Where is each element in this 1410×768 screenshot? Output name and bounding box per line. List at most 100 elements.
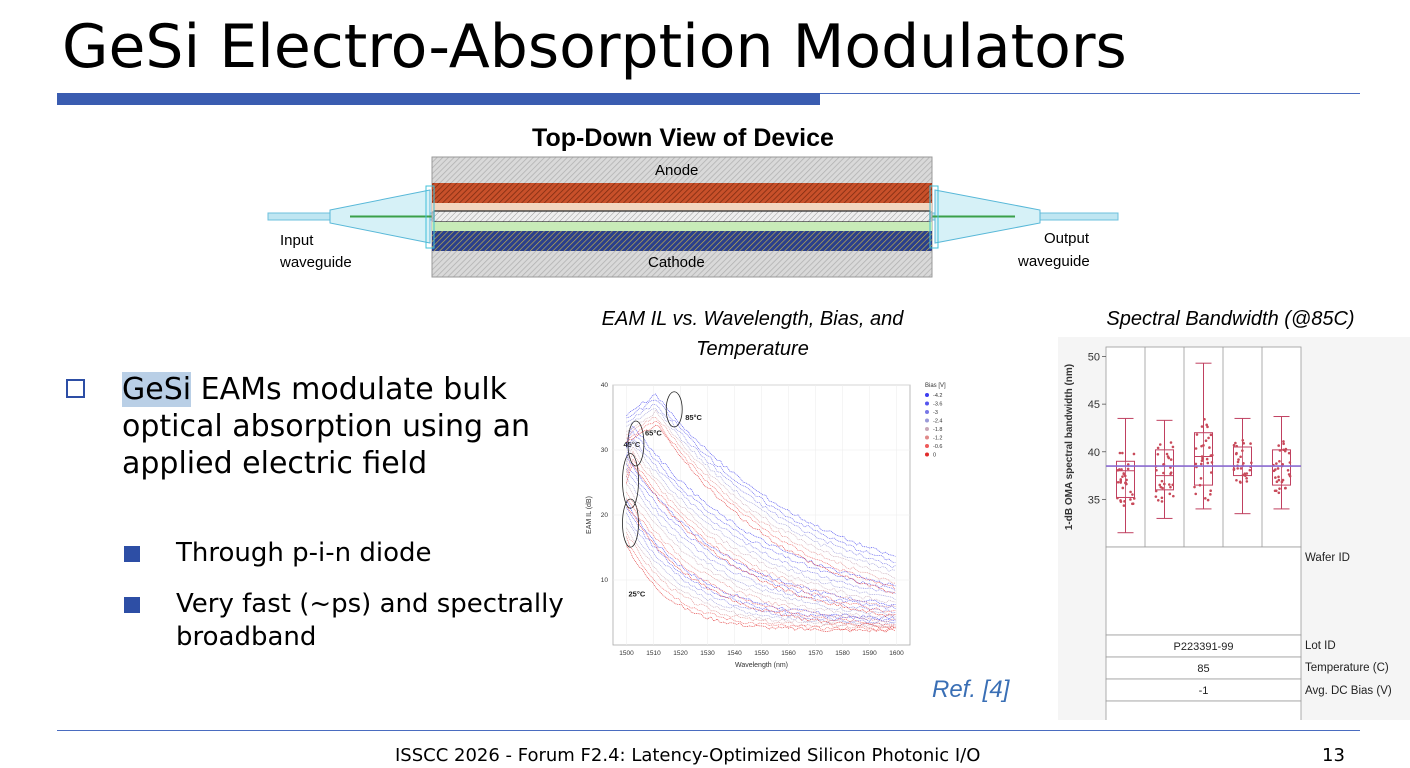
x-tick-label: 1530 — [700, 650, 715, 657]
data-point — [1206, 425, 1209, 429]
data-point — [1200, 425, 1204, 428]
x-tick-label: 1510 — [646, 650, 661, 657]
data-point — [1239, 455, 1242, 459]
bias-curve — [626, 521, 896, 626]
data-point — [1199, 462, 1203, 466]
temperature-curve-group — [626, 425, 896, 618]
bias-curve — [626, 430, 896, 592]
data-point — [1281, 478, 1285, 482]
data-point — [1282, 442, 1285, 446]
lot-id-value: P223391-99 — [1174, 641, 1234, 653]
data-point — [1116, 480, 1120, 484]
data-point — [1204, 497, 1207, 500]
data-point — [1282, 440, 1285, 443]
data-point — [1154, 495, 1158, 498]
temperature-label: 25°C — [629, 589, 646, 598]
y-tick-label: 20 — [601, 512, 609, 519]
output-label-line1: Output — [1044, 230, 1090, 247]
bias-curve — [626, 439, 896, 600]
slide-title: GeSi Electro-Absorption Modulators — [62, 12, 1127, 82]
bullet-sub-1-text: Through p-i-n diode — [176, 538, 432, 568]
data-point — [1162, 462, 1166, 466]
data-point — [1241, 449, 1244, 452]
x-tick-label: 1570 — [808, 650, 823, 657]
hollow-square-bullet-icon — [66, 379, 85, 398]
data-point — [1165, 452, 1169, 456]
data-point — [1236, 460, 1240, 464]
data-point — [1194, 492, 1198, 496]
eam-chart-title: EAM IL vs. Wavelength, Bias, and Tempera… — [570, 304, 935, 364]
y-axis-label: 1-dB OMA spectral bandwidth (nm) — [1064, 364, 1075, 530]
anode-region — [432, 183, 932, 203]
data-point — [1274, 476, 1277, 479]
data-point — [1169, 458, 1173, 461]
data-point — [1122, 504, 1126, 507]
temperature-bracket — [627, 420, 645, 467]
bias-curve — [626, 417, 896, 584]
data-point — [1160, 496, 1164, 500]
data-point — [1276, 467, 1280, 470]
data-point — [1169, 471, 1173, 474]
data-point — [1275, 480, 1279, 483]
bias-curve — [626, 404, 896, 569]
data-point — [1131, 502, 1135, 506]
box-plot — [1272, 416, 1292, 510]
bias-curve — [626, 476, 896, 617]
anode-label: Anode — [655, 162, 699, 179]
data-point — [1237, 458, 1240, 461]
bias-curve — [626, 507, 896, 622]
data-point — [1288, 474, 1292, 478]
legend-entry: -1.8 — [933, 427, 942, 433]
data-point — [1248, 468, 1252, 472]
legend-entry: -0.6 — [933, 444, 942, 450]
footer-text: ISSCC 2026 - Forum F2.4: Latency-Optimiz… — [395, 745, 981, 766]
data-point — [1277, 478, 1281, 482]
eam-chart-title-line1: EAM IL vs. Wavelength, Bias, and — [601, 308, 904, 330]
data-point — [1169, 441, 1173, 444]
data-point — [1119, 479, 1123, 483]
title-underline-thin — [820, 93, 1360, 94]
x-tick-label: 1600 — [889, 650, 904, 657]
bias-curve — [626, 527, 896, 628]
temperature-curve-group — [626, 455, 896, 629]
data-point — [1124, 481, 1127, 485]
data-point — [1284, 447, 1288, 451]
data-point — [1123, 500, 1126, 503]
data-point — [1169, 485, 1172, 489]
bias-curve — [626, 463, 896, 609]
temperature-label: 45°C — [624, 440, 641, 449]
legend-entry: -1.2 — [933, 436, 942, 442]
data-point — [1235, 444, 1239, 448]
data-point — [1121, 451, 1124, 455]
data-point — [1239, 467, 1243, 470]
box-plot — [1193, 362, 1214, 510]
legend-marker — [925, 435, 929, 440]
dc-bias-value: -1 — [1199, 685, 1209, 697]
data-point — [1129, 498, 1132, 501]
data-point — [1278, 449, 1282, 452]
device-diagram-title: Top-Down View of Device — [532, 124, 834, 152]
data-point — [1245, 472, 1249, 475]
data-point — [1156, 453, 1160, 456]
x-tick-label: 1550 — [754, 650, 769, 657]
data-point — [1119, 499, 1122, 502]
x-tick-label: 1520 — [673, 650, 688, 657]
y-tick-label: 45 — [1088, 399, 1100, 411]
row-label: Temperature (C) — [1305, 662, 1389, 674]
data-point — [1209, 433, 1213, 437]
legend-marker — [925, 418, 929, 423]
data-point — [1209, 489, 1212, 493]
input-label-line1: Input — [280, 232, 314, 249]
legend-marker — [925, 444, 929, 448]
data-point — [1120, 468, 1123, 471]
data-point — [1200, 455, 1204, 458]
data-point — [1193, 485, 1196, 489]
data-point — [1283, 486, 1287, 490]
eam-il-chart: 1500 1510 1520 1530 1540 1550 1560 1570 1580 1590… — [586, 382, 946, 669]
data-point — [1232, 443, 1236, 447]
x-axis-label: Wavelength (nm) — [735, 662, 788, 669]
temperature-bracket — [665, 391, 683, 428]
data-point — [1159, 485, 1163, 489]
data-point — [1121, 486, 1125, 490]
data-point — [1125, 478, 1128, 482]
